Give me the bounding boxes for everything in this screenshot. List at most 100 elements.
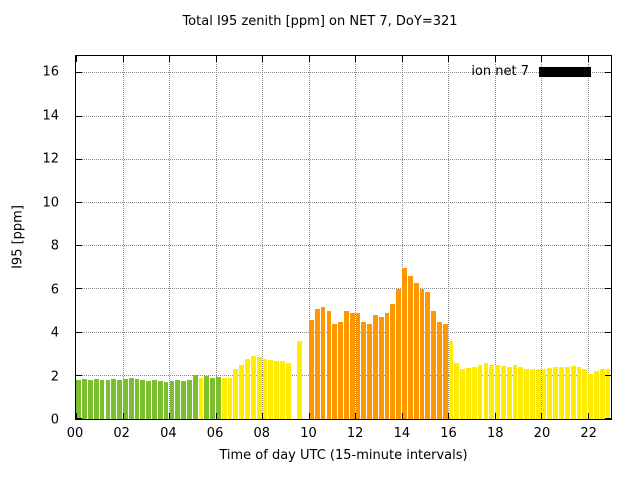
- data-bar: [192, 374, 198, 419]
- y-tick-labels: 0 2 4 6 8 10 12 14 16: [0, 55, 67, 428]
- data-bar: [355, 313, 361, 419]
- y-tickmark-right: [605, 245, 611, 247]
- data-bar: [373, 315, 378, 419]
- data-bar: [233, 369, 239, 419]
- plot-area: ion net 7: [75, 55, 612, 420]
- data-bar: [204, 375, 210, 419]
- data-bar: [99, 380, 105, 419]
- v-gridline: [541, 56, 543, 419]
- y-tick-label: 16: [42, 64, 59, 80]
- h-gridline: [76, 374, 611, 376]
- y-tickmark-right: [605, 201, 611, 203]
- data-bar: [564, 367, 570, 419]
- data-bar: [256, 357, 262, 419]
- y-tickmark-right: [605, 72, 611, 74]
- data-bar: [169, 381, 175, 419]
- x-tickmark: [541, 413, 543, 419]
- y-tick-label: 2: [50, 369, 59, 385]
- data-bar: [128, 377, 134, 419]
- v-gridline: [448, 56, 450, 419]
- v-gridline: [169, 56, 171, 419]
- data-bar: [512, 364, 518, 419]
- v-gridline: [494, 56, 496, 419]
- y-tickmark-right: [605, 115, 611, 117]
- x-tickmark: [76, 413, 77, 419]
- data-bar: [152, 380, 157, 419]
- x-tick-label: 12: [346, 426, 364, 441]
- v-gridline: [587, 56, 589, 419]
- x-tickmark-top: [355, 56, 357, 62]
- data-bar: [594, 371, 599, 419]
- data-bar: [88, 380, 93, 419]
- data-bar: [431, 310, 436, 419]
- data-bar: [437, 321, 442, 419]
- data-bar: [442, 323, 448, 419]
- data-bar: [332, 323, 338, 419]
- x-tick-labels: 00 02 04 06 08 10 12 14 16 18 20 22: [67, 421, 612, 443]
- data-bar: [384, 313, 390, 419]
- y-tick-label: 8: [50, 238, 59, 254]
- v-gridline: [401, 56, 403, 419]
- v-gridline: [215, 56, 217, 419]
- x-tick-label: 10: [300, 426, 317, 441]
- h-gridline: [76, 72, 611, 74]
- x-tickmark-top: [76, 56, 77, 62]
- data-bar: [326, 310, 332, 419]
- y-tick-label: 14: [42, 108, 59, 124]
- data-bar: [297, 341, 303, 419]
- x-tick-label: 16: [440, 426, 457, 441]
- v-gridline: [262, 56, 264, 419]
- data-bar: [495, 364, 500, 419]
- x-tickmark: [355, 413, 357, 419]
- data-bar: [221, 377, 227, 419]
- x-tick-label: 18: [486, 426, 504, 441]
- data-bar: [588, 373, 593, 419]
- x-tickmark: [448, 413, 450, 419]
- data-bar: [309, 319, 314, 419]
- data-bar: [471, 367, 477, 419]
- y-tick-label: 6: [50, 282, 59, 298]
- data-bar: [361, 321, 367, 419]
- h-gridline: [76, 288, 611, 290]
- h-gridline: [76, 331, 611, 333]
- data-bar: [111, 379, 117, 419]
- data-bar: [559, 367, 564, 419]
- x-tickmark: [494, 413, 496, 419]
- data-bar: [576, 367, 582, 419]
- data-bar: [216, 376, 221, 419]
- x-tickmark: [262, 413, 264, 419]
- data-bar: [530, 369, 535, 419]
- v-gridline: [355, 56, 357, 419]
- data-bar: [599, 369, 605, 419]
- chart-title: Total I95 zenith [ppm] on NET 7, DoY=321: [182, 14, 458, 29]
- data-bar: [524, 369, 529, 419]
- x-tickmark-top: [401, 56, 403, 62]
- x-tick-label: 14: [393, 426, 411, 441]
- y-tick-label: 0: [50, 412, 59, 428]
- x-tick-label: 02: [113, 426, 130, 441]
- x-tickmark: [215, 413, 217, 419]
- x-tickmark: [401, 413, 403, 419]
- x-tickmark-top: [215, 56, 217, 62]
- x-tickmark-top: [262, 56, 264, 62]
- x-tick-label: 08: [253, 426, 271, 441]
- y-tickmark: [76, 158, 82, 160]
- data-bar: [489, 364, 495, 419]
- data-bar: [378, 317, 384, 419]
- y-tickmark-right: [605, 374, 611, 376]
- data-bar: [454, 362, 460, 419]
- data-bar: [367, 323, 372, 419]
- data-bar: [175, 380, 181, 419]
- data-bar: [448, 341, 454, 419]
- data-bar: [349, 313, 355, 419]
- h-gridline: [76, 158, 611, 160]
- y-tickmark: [76, 72, 82, 74]
- data-bar: [547, 368, 553, 419]
- data-bar: [157, 381, 163, 419]
- x-tickmark: [169, 413, 171, 419]
- y-tick-label: 4: [50, 325, 59, 341]
- x-axis-label: Time of day UTC (15-minute intervals): [219, 448, 468, 463]
- y-tickmark-right: [605, 418, 611, 419]
- data-bar: [477, 364, 483, 419]
- data-bar: [460, 369, 466, 419]
